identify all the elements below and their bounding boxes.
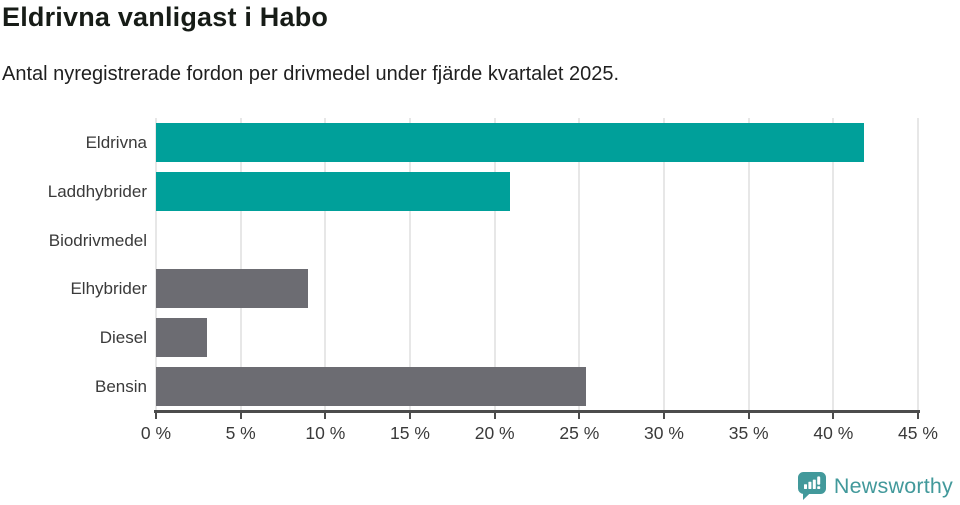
x-tick-label-35: 35 % [728, 423, 769, 443]
x-tick-label-40: 40 % [813, 423, 854, 443]
x-tick-label-0: 0 % [140, 423, 172, 443]
x-tick-35 [747, 413, 750, 419]
x-tick-15 [409, 413, 411, 419]
gridline-5 [239, 118, 242, 412]
chart-rows: Eldrivna Laddhybrider Biodrivmedel Elhybrid… [48, 118, 918, 411]
bar-elhybrider [156, 269, 309, 309]
x-tick-5 [239, 413, 242, 419]
chart-row-elhybrider: Elhybrider [70, 265, 918, 314]
x-tick-label-15: 15 % [390, 423, 430, 443]
x-tick-label-25: 25 % [559, 423, 600, 443]
chart-subtitle: Antal nyregistrerade fordon per drivmede… [2, 63, 620, 85]
x-tick-20 [493, 413, 496, 419]
x-tick-25 [578, 413, 581, 419]
bar-eldrivna [156, 122, 864, 162]
x-axis-line [154, 410, 920, 413]
gridline-25 [578, 118, 581, 412]
chart-row-bensin: Bensin [95, 362, 918, 411]
bar-laddhybrider [156, 171, 510, 211]
category-label-diesel: Diesel [99, 328, 147, 348]
gridline-10 [324, 118, 327, 412]
bar-bensin [156, 367, 587, 407]
x-tick-40 [832, 413, 835, 419]
chart-row-eldrivna: Eldrivna [86, 118, 918, 167]
gridline-45 [917, 118, 919, 412]
category-label-eldrivna: Eldrivna [85, 132, 147, 152]
x-tick-label-5: 5 % [225, 423, 256, 443]
x-tick-0 [155, 413, 157, 419]
gridline-35 [747, 118, 750, 412]
x-tick-label-45: 45 % [898, 423, 938, 443]
gridline-40 [832, 118, 835, 412]
gridline-20 [493, 118, 496, 412]
gridlines [155, 118, 919, 412]
bar-diesel [156, 318, 207, 358]
x-tick-label-30: 30 % [644, 423, 684, 443]
x-tick-30 [663, 413, 665, 419]
chart-row-laddhybrider: Laddhybrider [48, 167, 918, 216]
chart-title: Eldrivna vanligast i Habo [2, 2, 329, 32]
x-tick-label-10: 10 % [305, 423, 346, 443]
newsworthy-logo: Newsworthy [797, 471, 953, 501]
chart-row-diesel: Diesel [100, 313, 918, 362]
x-tick-10 [324, 413, 327, 419]
category-label-elhybrider: Elhybrider [70, 279, 147, 299]
newsworthy-logo-text: Newsworthy [833, 473, 953, 498]
gridline-30 [663, 118, 665, 412]
x-tick-label-20: 20 % [474, 423, 515, 443]
category-label-biodrivmedel: Biodrivmedel [48, 230, 147, 250]
category-label-laddhybrider: Laddhybrider [47, 181, 147, 201]
x-tick-45 [917, 413, 919, 419]
gridline-0 [155, 118, 157, 412]
chart-row-biodrivmedel: Biodrivmedel [49, 216, 918, 265]
gridline-15 [409, 118, 411, 412]
x-axis: 0 % 5 % 10 % 15 % 20 % 25 % 30 % 35 % 40 % 45 % [141, 410, 938, 455]
bar-chart: Eldrivna Laddhybrider Biodrivmedel Elhybrid… [48, 118, 919, 412]
newsworthy-speech-bubble-chart-icon [797, 472, 826, 500]
category-label-bensin: Bensin [95, 377, 147, 397]
